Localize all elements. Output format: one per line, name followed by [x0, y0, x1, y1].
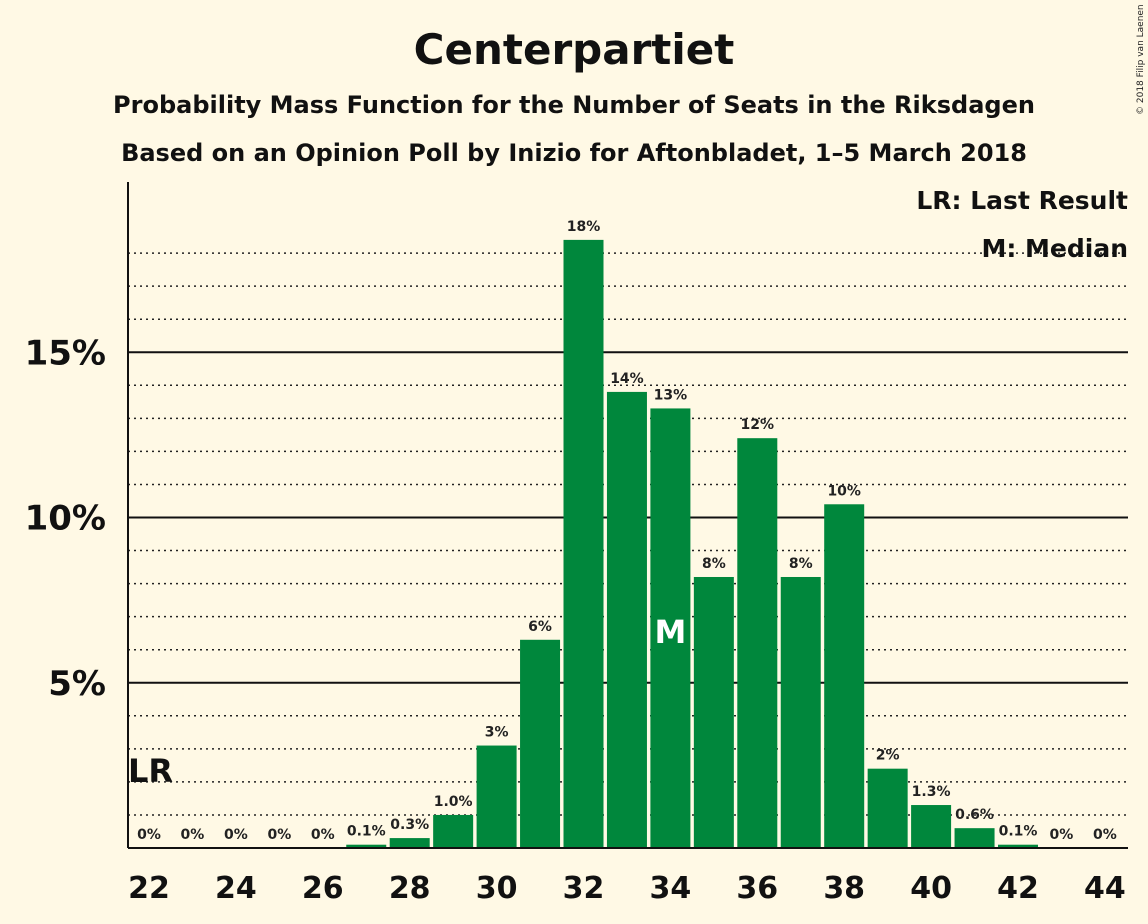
bar-seat-32	[563, 239, 604, 848]
bar-label-seat-40: 1.3%	[912, 784, 951, 800]
y-axis: 5% 10% 15%	[25, 182, 129, 848]
x-tick-label: 34	[650, 871, 692, 906]
bar-label-seat-43: 0%	[1050, 827, 1074, 843]
y-tick-label: 15%	[25, 333, 106, 373]
bar-label-seat-28: 0.3%	[390, 817, 429, 833]
bar-seat-30	[476, 745, 517, 848]
x-tick-label: 32	[563, 871, 605, 906]
x-tick-label: 28	[389, 871, 431, 906]
bar-seat-40	[911, 805, 952, 848]
x-tick-label: 26	[302, 871, 344, 906]
bar-seat-41	[954, 828, 995, 848]
bar-label-seat-44: 0%	[1093, 827, 1117, 843]
bar-seat-31	[520, 639, 561, 848]
bar-seat-42	[998, 844, 1038, 848]
bar-label-seat-42: 0.1%	[999, 824, 1038, 840]
bar-seat-35	[693, 576, 734, 848]
bar-label-seat-27: 0.1%	[347, 824, 386, 840]
bar-seat-27	[346, 844, 387, 848]
bar-label-seat-35: 8%	[702, 556, 726, 572]
last-result-marker: LR	[128, 752, 173, 790]
legend-last-result: LR: Last Result	[916, 186, 1128, 215]
bar-label-seat-29: 1.0%	[434, 794, 473, 810]
x-tick-label: 22	[128, 871, 170, 906]
bar-label-seat-30: 3%	[485, 725, 509, 741]
bar-labels-group: 0% 0% 0% 0% 0% 0.1% 0.3%1.0%3%6%18%14%13%8%12%…	[137, 219, 1117, 843]
bar-seat-39	[867, 768, 908, 848]
legend-median: M: Median	[981, 234, 1128, 263]
copyright-note: © 2018 Filip van Laenen	[1136, 4, 1146, 115]
bar-seat-38	[824, 504, 865, 848]
y-tick-label: 10%	[25, 499, 106, 539]
median-marker: M	[654, 613, 686, 651]
x-tick-label: 42	[997, 871, 1039, 906]
bar-seat-28	[389, 838, 430, 848]
y-tick-label: 5%	[48, 664, 106, 704]
bar-label-seat-32: 18%	[567, 219, 601, 235]
bars-group	[346, 239, 1038, 848]
x-tick-label: 44	[1084, 871, 1126, 906]
bar-seat-29	[433, 814, 474, 848]
markers-group: LR M	[128, 613, 686, 790]
bar-seat-37	[780, 576, 821, 848]
bar-label-seat-36: 12%	[741, 417, 775, 433]
chart-title: Centerpartiet	[414, 25, 735, 74]
bar-label-seat-37: 8%	[789, 556, 813, 572]
x-tick-label: 24	[215, 871, 257, 906]
chart-subtitle-2: Based on an Opinion Poll by Inizio for A…	[121, 139, 1027, 167]
bar-label-seat-39: 2%	[876, 748, 900, 764]
x-tick-label: 38	[823, 871, 865, 906]
x-tick-label: 30	[476, 871, 518, 906]
bar-label-seat-33: 14%	[610, 371, 644, 387]
x-axis: 22 24 26 28 30 32 34 36 38 40 42 44	[128, 847, 1128, 906]
bar-label-seat-24: 0%	[224, 827, 248, 843]
bar-label-seat-38: 10%	[827, 483, 861, 499]
bar-label-seat-22: 0%	[137, 827, 161, 843]
bar-seat-34	[650, 408, 691, 848]
bar-seat-33	[606, 391, 647, 848]
x-tick-label: 40	[910, 871, 952, 906]
bar-label-seat-34: 13%	[654, 387, 688, 403]
bar-label-seat-31: 6%	[528, 619, 552, 635]
bar-label-seat-26: 0%	[311, 827, 335, 843]
chart-subtitle-1: Probability Mass Function for the Number…	[113, 91, 1035, 119]
bar-label-seat-25: 0%	[267, 827, 291, 843]
bar-label-seat-41: 0.6%	[955, 807, 994, 823]
x-tick-label: 36	[736, 871, 778, 906]
bar-label-seat-23: 0%	[181, 827, 205, 843]
bar-seat-36	[737, 438, 778, 848]
